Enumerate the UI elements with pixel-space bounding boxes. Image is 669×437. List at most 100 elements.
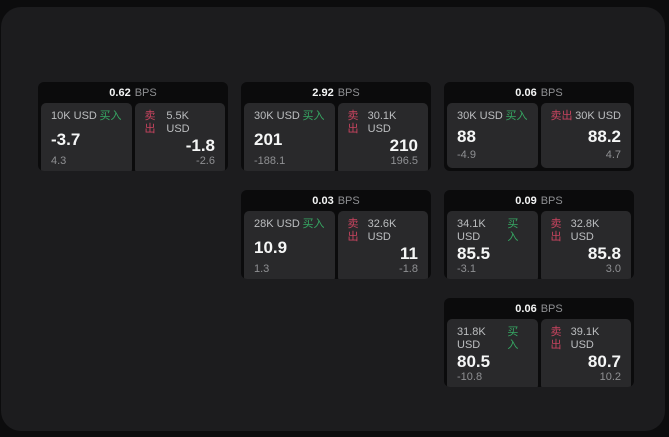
sell-side-label: 卖出	[550, 218, 562, 243]
card-header: 2.92 BPS	[241, 82, 431, 103]
sell-price: 85.8	[587, 244, 621, 263]
sell-panel-top: 卖出 32.8K USD	[551, 218, 622, 244]
buy-delta: -4.9	[457, 149, 476, 161]
sell-delta: 3.0	[605, 263, 621, 275]
sell-side-label: 卖出	[144, 110, 156, 135]
bps-unit-label: BPS	[540, 86, 563, 99]
buy-side-label: 买入	[507, 326, 519, 351]
buy-amount: 10K USD	[51, 110, 97, 122]
buy-panel[interactable]: 34.1K USD 买入 85.5 -3.1	[447, 211, 538, 279]
buy-delta: 1.3	[254, 263, 270, 275]
card-header: 0.06 BPS	[444, 298, 634, 319]
sell-amount: 30.1K USD	[367, 110, 397, 135]
buy-price: -3.7	[51, 129, 81, 149]
quote-card: 2.92 BPS 30K USD 买入 201 -188.1 卖出 30.1K …	[241, 82, 431, 171]
sell-panel[interactable]: 卖出 5.5K USD -1.8 -2.6	[134, 103, 225, 171]
buy-side-label: 买入	[302, 218, 325, 230]
sell-delta: 196.5	[390, 155, 418, 167]
buy-panel-top: 34.1K USD 买入	[457, 218, 528, 244]
buy-amount: 28K USD	[254, 218, 300, 230]
sell-panel[interactable]: 卖出 30.1K USD 210 196.5	[337, 103, 428, 171]
bps-unit-label: BPS	[337, 194, 360, 207]
sell-panel-top: 卖出 30.1K USD	[348, 110, 419, 136]
sell-panel-top: 卖出 32.6K USD	[348, 218, 419, 244]
buy-price: 80.5	[457, 352, 491, 371]
buy-side-label: 买入	[507, 218, 519, 243]
bps-unit-label: BPS	[540, 194, 563, 207]
sell-amount: 32.6K USD	[367, 218, 397, 243]
card-header: 0.09 BPS	[444, 190, 634, 211]
buy-delta: 4.3	[51, 155, 67, 167]
buy-delta: -3.1	[457, 263, 476, 275]
buy-price: 88	[457, 126, 476, 146]
trading-panel-window: 0.62 BPS 10K USD 买入 -3.7 4.3 卖出 5.5K USD…	[1, 7, 665, 431]
buy-side-label: 买入	[505, 110, 528, 122]
quote-card: 0.06 BPS 30K USD 买入 88 -4.9 卖出 30K USD 8…	[444, 82, 634, 171]
buy-panel[interactable]: 28K USD 买入 10.9 1.3	[244, 211, 335, 279]
buy-panel-top: 30K USD 买入	[457, 110, 528, 123]
sell-amount: 32.8K USD	[570, 218, 600, 243]
sell-panel-top: 卖出 30K USD	[551, 110, 622, 123]
buy-panel[interactable]: 31.8K USD 买入 80.5 -10.8	[447, 319, 538, 387]
buy-amount: 30K USD	[254, 110, 300, 122]
bps-unit-label: BPS	[134, 86, 157, 99]
quote-card: 0.09 BPS 34.1K USD 买入 85.5 -3.1 卖出 32.8K…	[444, 190, 634, 279]
sell-price: 80.7	[587, 352, 621, 371]
card-body: 34.1K USD 买入 85.5 -3.1 卖出 32.8K USD 85.8…	[444, 211, 634, 279]
sell-panel-top: 卖出 5.5K USD	[145, 110, 216, 136]
buy-amount: 31.8K USD	[457, 326, 486, 351]
sell-price: -1.8	[185, 136, 215, 155]
sell-price: 11	[400, 244, 418, 263]
buy-panel[interactable]: 30K USD 买入 88 -4.9	[447, 103, 538, 168]
card-header: 0.62 BPS	[38, 82, 228, 103]
sell-panel[interactable]: 卖出 39.1K USD 80.7 10.2	[540, 319, 631, 387]
sell-amount: 5.5K USD	[166, 110, 190, 135]
bps-value: 0.62	[109, 86, 131, 99]
card-body: 30K USD 买入 88 -4.9 卖出 30K USD 88.2 4.7	[444, 103, 634, 171]
sell-delta: 10.2	[599, 371, 621, 383]
card-body: 28K USD 买入 10.9 1.3 卖出 32.6K USD 11 -1.8	[241, 211, 431, 279]
sell-price: 210	[389, 136, 418, 155]
sell-delta: 4.7	[605, 149, 621, 161]
sell-panel[interactable]: 卖出 32.6K USD 11 -1.8	[337, 211, 428, 279]
quote-card: 0.03 BPS 28K USD 买入 10.9 1.3 卖出 32.6K US…	[241, 190, 431, 279]
card-body: 30K USD 买入 201 -188.1 卖出 30.1K USD 210 1…	[241, 103, 431, 171]
buy-amount: 34.1K USD	[457, 218, 486, 243]
sell-delta: -2.6	[196, 155, 215, 167]
buy-panel-top: 30K USD 买入	[254, 110, 325, 123]
sell-amount: 39.1K USD	[570, 326, 600, 351]
sell-panel[interactable]: 卖出 32.8K USD 85.8 3.0	[540, 211, 631, 279]
sell-side-label: 卖出	[347, 110, 359, 135]
sell-panel-top: 卖出 39.1K USD	[551, 326, 622, 352]
buy-panel-top: 31.8K USD 买入	[457, 326, 528, 352]
buy-panel-top: 28K USD 买入	[254, 218, 325, 231]
bps-value: 0.06	[515, 86, 537, 99]
quotes-grid: 0.62 BPS 10K USD 买入 -3.7 4.3 卖出 5.5K USD…	[38, 82, 634, 387]
buy-side-label: 买入	[99, 110, 122, 122]
card-header: 0.03 BPS	[241, 190, 431, 211]
bps-unit-label: BPS	[337, 86, 360, 99]
buy-panel[interactable]: 10K USD 买入 -3.7 4.3	[41, 103, 132, 171]
buy-price: 10.9	[254, 237, 288, 257]
sell-panel[interactable]: 卖出 30K USD 88.2 4.7	[540, 103, 631, 168]
bps-value: 0.09	[515, 194, 537, 207]
card-body: 10K USD 买入 -3.7 4.3 卖出 5.5K USD -1.8 -2.…	[38, 103, 228, 171]
bps-unit-label: BPS	[540, 302, 563, 315]
sell-side-label: 卖出	[550, 110, 573, 122]
buy-delta: -188.1	[254, 155, 286, 167]
buy-side-label: 买入	[302, 110, 325, 122]
quote-card: 0.62 BPS 10K USD 买入 -3.7 4.3 卖出 5.5K USD…	[38, 82, 228, 171]
buy-panel-top: 10K USD 买入	[51, 110, 122, 123]
buy-panel[interactable]: 30K USD 买入 201 -188.1	[244, 103, 335, 171]
buy-delta: -10.8	[457, 371, 483, 383]
sell-delta: -1.8	[399, 263, 418, 275]
bps-value: 0.06	[515, 302, 537, 315]
buy-price: 85.5	[457, 244, 491, 263]
sell-amount: 30K USD	[575, 110, 621, 122]
sell-side-label: 卖出	[550, 326, 562, 351]
bps-value: 0.03	[312, 194, 334, 207]
buy-amount: 30K USD	[457, 110, 503, 122]
quote-card: 0.06 BPS 31.8K USD 买入 80.5 -10.8 卖出 39.1…	[444, 298, 634, 387]
sell-price: 88.2	[587, 126, 621, 146]
bps-value: 2.92	[312, 86, 334, 99]
